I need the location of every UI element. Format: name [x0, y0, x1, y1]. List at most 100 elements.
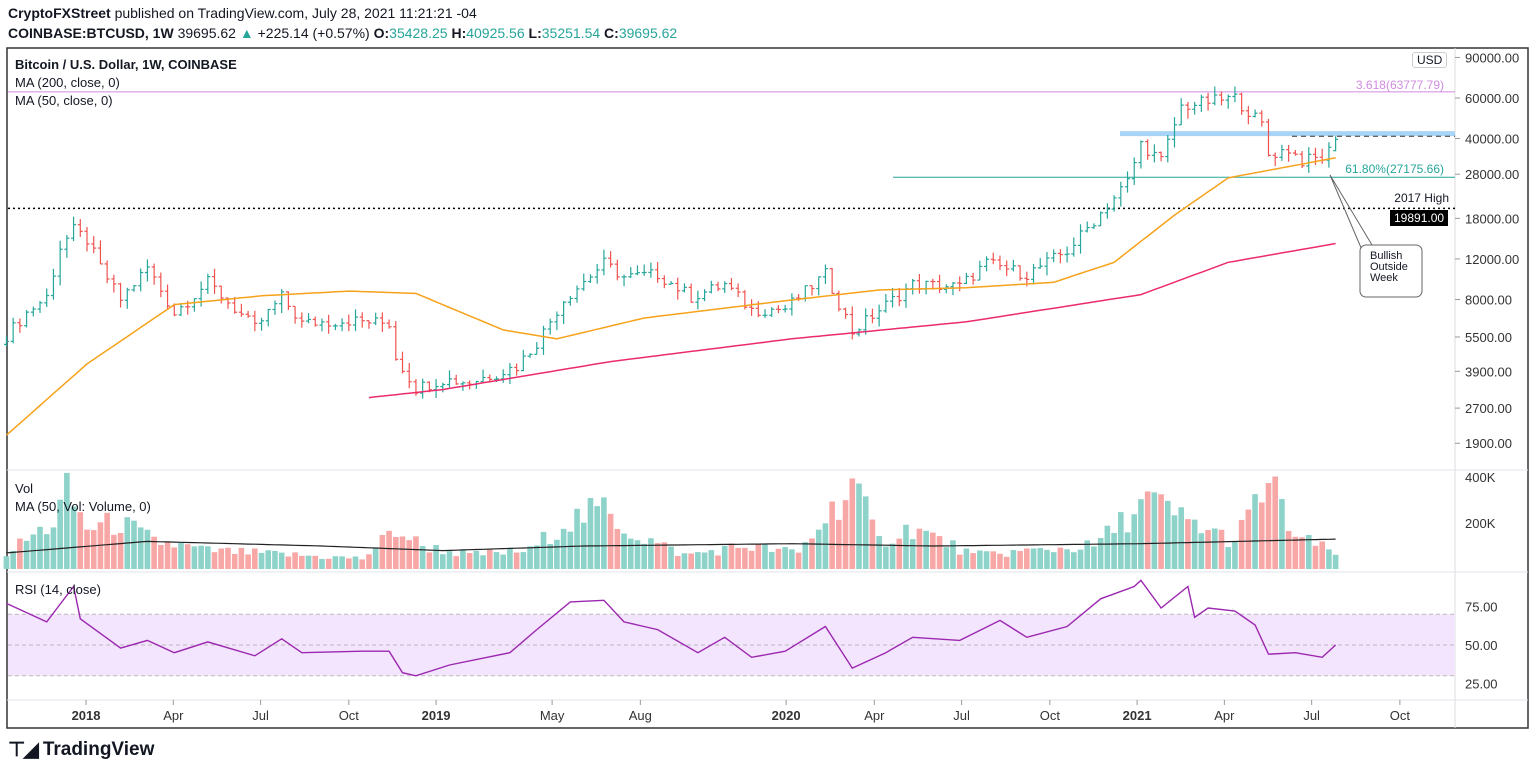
volume-bar	[1071, 552, 1077, 569]
volume-bar	[1104, 525, 1111, 569]
price-tick-label: 28000.00	[1465, 167, 1519, 182]
time-tick-label: Apr	[163, 708, 184, 723]
volume-bar	[627, 538, 634, 569]
open-label: O:	[373, 25, 390, 41]
volume-bar	[594, 506, 600, 569]
volume-bar	[50, 527, 57, 569]
volume-bar	[688, 553, 694, 569]
volume-bar	[681, 553, 688, 569]
volume-bar	[970, 553, 976, 569]
volume-bar	[728, 543, 735, 569]
volume-bar	[486, 550, 493, 569]
volume-bar	[1030, 548, 1037, 569]
legend-vol-ma[interactable]: MA (50, Vol: Volume, 0)	[15, 499, 151, 514]
volume-bar	[1178, 507, 1185, 569]
close-label: C:	[604, 25, 619, 41]
price-tick-label: 40000.00	[1465, 132, 1519, 147]
legend-ma200[interactable]: MA (200, close, 0)	[15, 75, 120, 90]
volume-bar	[312, 555, 319, 569]
volume-bar	[1164, 500, 1171, 569]
time-tick-label: May	[540, 708, 565, 723]
rsi-tick-label: 25.00	[1465, 677, 1498, 692]
low-label: L:	[528, 25, 542, 41]
volume-bar	[1118, 512, 1124, 569]
volume-bar	[292, 552, 298, 569]
volume-bar	[111, 534, 117, 569]
volume-bar	[1185, 519, 1191, 569]
volume-bar	[574, 508, 580, 569]
volume-bar	[1003, 556, 1010, 569]
volume-bar	[144, 529, 151, 569]
volume-bar	[883, 546, 889, 569]
volume-bar	[1285, 531, 1292, 569]
volume-bar	[1131, 514, 1138, 569]
volume-bar	[252, 548, 258, 569]
price-tick-label: 2700.00	[1465, 401, 1512, 416]
volume-bar	[265, 550, 272, 569]
symbol: COINBASE:BTCUSD, 1W	[8, 25, 174, 41]
volume-bar	[916, 528, 923, 569]
chart-title: Bitcoin / U.S. Dollar, 1W, COINBASE	[15, 57, 237, 72]
volume-bar	[158, 544, 164, 569]
high-2017-price-tag: 19891.00	[1390, 210, 1449, 226]
volume-bar	[1158, 494, 1164, 569]
rsi-tick-label: 75.00	[1465, 600, 1498, 615]
price-tick-label: 8000.00	[1465, 292, 1512, 307]
ma50-line	[5, 157, 1336, 436]
volume-bar	[64, 472, 70, 569]
legend-vol[interactable]: Vol	[15, 481, 34, 496]
volume-bar	[903, 524, 909, 569]
volume-bar	[406, 540, 413, 569]
volume-bar	[1171, 515, 1178, 569]
volume-bar	[205, 546, 211, 569]
volume-bar	[842, 500, 849, 569]
volume-bar	[1057, 547, 1064, 569]
volume-bar	[225, 547, 231, 569]
volume-bar	[211, 552, 218, 569]
volume-bar	[674, 556, 681, 569]
volume-bar	[346, 558, 352, 569]
volume-bar	[453, 556, 460, 569]
volume-bar	[332, 556, 339, 569]
volume-bar	[762, 544, 768, 569]
legend-ma50[interactable]: MA (50, close, 0)	[15, 93, 113, 108]
legend-rsi[interactable]: RSI (14, close)	[15, 582, 101, 597]
price-tick-label: 3900.00	[1465, 364, 1512, 379]
time-tick-label: Apr	[864, 708, 885, 723]
low-value: 35251.54	[541, 25, 601, 41]
volume-bar	[1024, 548, 1030, 569]
volume-bar	[936, 536, 943, 569]
volume-bar	[1292, 536, 1299, 569]
tradingview-logo[interactable]: ⊤◢ TradingView	[8, 737, 154, 762]
volume-bar	[480, 555, 486, 569]
volume-tick-label: 200K	[1465, 516, 1496, 531]
volume-bar	[802, 542, 809, 569]
symbol-quote: COINBASE:BTCUSD, 1W 39695.62 ▲ +225.14 (…	[8, 25, 677, 41]
callout-line: Outside	[1370, 261, 1408, 273]
fib-3618-label: 3.618(63777.79)	[1355, 78, 1444, 92]
volume-bar	[238, 547, 245, 569]
volume-bar	[507, 547, 513, 569]
volume-bar	[77, 512, 84, 569]
volume-bar	[520, 552, 527, 569]
volume-bar	[721, 545, 728, 569]
volume-bar	[352, 556, 359, 569]
author: CryptoFXStreet	[8, 5, 111, 21]
currency-badge[interactable]: USD	[1412, 52, 1448, 68]
volume-bar	[1091, 546, 1097, 569]
callout-pointer	[1329, 174, 1376, 251]
price-tick-label: 1900.00	[1465, 436, 1512, 451]
volume-bar	[540, 531, 547, 569]
volume-bar	[648, 538, 654, 569]
time-tick-label: Oct	[1040, 708, 1061, 723]
volume-bar	[1044, 549, 1050, 569]
volume-bar	[795, 552, 802, 569]
volume-bar	[191, 546, 198, 569]
volume-bar	[1050, 552, 1057, 569]
volume-bar	[1064, 549, 1070, 569]
volume-bar	[278, 552, 285, 569]
volume-bar	[1279, 499, 1285, 569]
time-tick-label: Jul	[953, 708, 970, 723]
volume-bar	[473, 550, 480, 569]
